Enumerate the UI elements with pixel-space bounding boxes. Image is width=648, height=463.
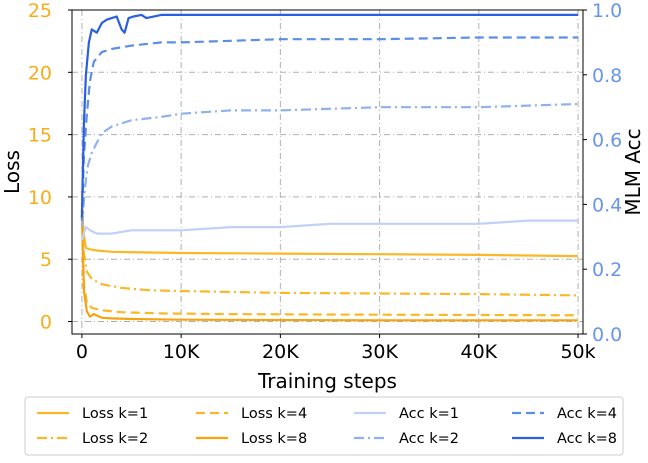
y-right-tick-label: 0.6	[592, 130, 622, 152]
y-left-tick-label: 20	[28, 62, 52, 84]
grid	[72, 9, 583, 334]
series-line	[80, 102, 579, 228]
ticks: 0 10K 20K 30K 40K 50k 0 5 10 15 20 25 0.0 0.2 0.4 0.6 0.…	[28, 0, 622, 363]
legend: Loss k=1 Loss k=4 Acc k=1 Acc k=4 Loss k=2 Lo…	[24, 396, 624, 456]
plot-frame	[71, 9, 584, 335]
series-line	[80, 36, 578, 221]
x-tick-label: 10K	[163, 341, 200, 363]
y-left-tick-label: 5	[40, 249, 52, 271]
y-left-tick-label: 0	[40, 312, 52, 334]
legend-label: Loss k=1	[82, 406, 148, 422]
legend-box	[24, 396, 624, 456]
y-right-tick-label: 0.8	[592, 65, 622, 87]
y-right-tick-label: 0.0	[592, 324, 622, 346]
series-line	[80, 219, 578, 241]
series-lines	[80, 13, 579, 322]
x-tick-label: 50k	[560, 341, 595, 363]
y-left-tick-label: 10	[28, 187, 52, 209]
series-line	[80, 203, 579, 258]
x-tick-label: 40K	[460, 341, 497, 363]
legend-label: Loss k=2	[82, 431, 148, 447]
x-tick-label: 30K	[361, 341, 398, 363]
legend-label: Loss k=8	[241, 431, 307, 447]
legend-label: Acc k=4	[557, 406, 617, 422]
series-line	[80, 215, 578, 322]
y-left-tick-label: 15	[28, 125, 52, 147]
legend-label: Acc k=8	[557, 431, 617, 447]
legend-label: Acc k=2	[399, 431, 459, 447]
legend-label: Acc k=1	[399, 406, 459, 422]
series-line	[80, 209, 579, 317]
series-line	[80, 13, 578, 218]
y-right-tick-label: 1.0	[592, 0, 622, 22]
x-axis-title: Training steps	[257, 369, 397, 393]
y-axis-right-title: MLM Acc	[621, 128, 645, 215]
legend-label: Loss k=4	[241, 406, 307, 422]
y-right-tick-label: 0.4	[592, 194, 622, 216]
x-tick-label: 0	[76, 341, 88, 363]
y-left-tick-label: 25	[28, 0, 52, 22]
x-tick-label: 20K	[262, 341, 299, 363]
series-line	[80, 190, 579, 297]
y-axis-left-title: Loss	[0, 150, 24, 194]
y-right-tick-label: 0.2	[592, 259, 622, 281]
